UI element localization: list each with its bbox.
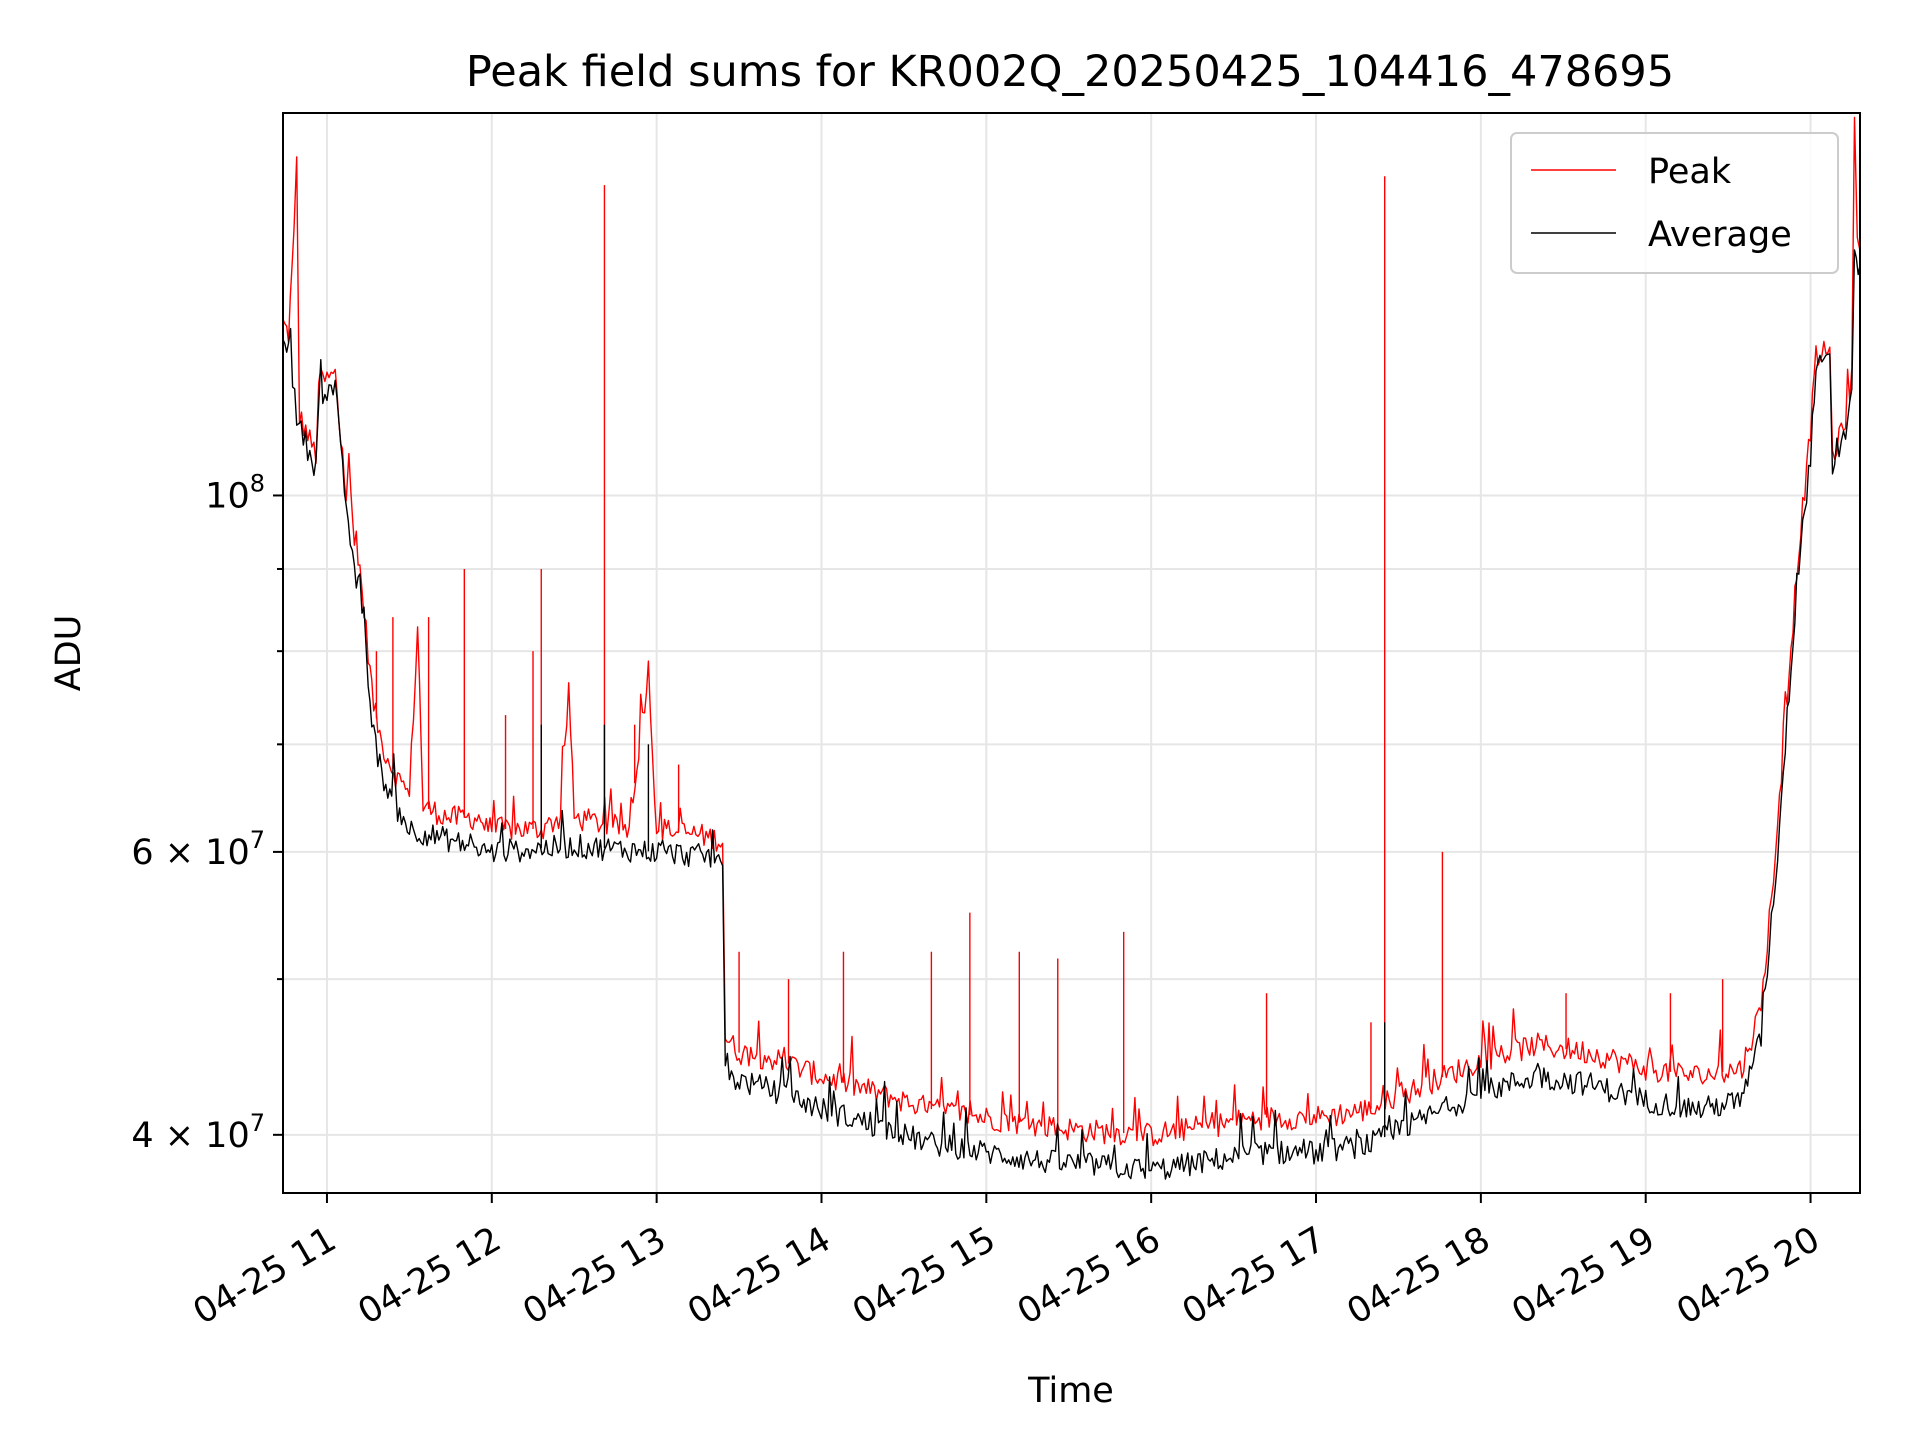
x-axis-label: Time [1027, 1371, 1114, 1411]
y-tick-label: 108 [205, 469, 265, 516]
y-tick-label: 6 × 107 [131, 826, 265, 873]
chart-title: Peak field sums for KR002Q_20250425_1044… [466, 47, 1674, 97]
series-layer [283, 116, 1860, 1180]
grid-lines [283, 113, 1860, 1193]
y-tick-label-base: 4 × 10 [131, 1116, 249, 1156]
y-axis-label: ADU [49, 615, 89, 692]
y-tick-label-exponent: 7 [250, 826, 265, 854]
series-average [283, 249, 1860, 1180]
legend-label-peak: Peak [1648, 152, 1732, 192]
y-tick-label-exponent: 8 [250, 469, 265, 497]
y-tick-label-exponent: 7 [250, 1109, 265, 1137]
plot-frame [282, 112, 1861, 1194]
legend-label-average: Average [1648, 215, 1792, 255]
y-tick-label-base: 6 × 10 [131, 833, 249, 873]
chart-legend: Peak Average [1510, 132, 1839, 274]
y-tick-label: 4 × 107 [131, 1109, 265, 1156]
series-line-average [283, 249, 1860, 1180]
y-tick-label-base: 10 [205, 476, 250, 516]
legend-box [1510, 132, 1839, 274]
